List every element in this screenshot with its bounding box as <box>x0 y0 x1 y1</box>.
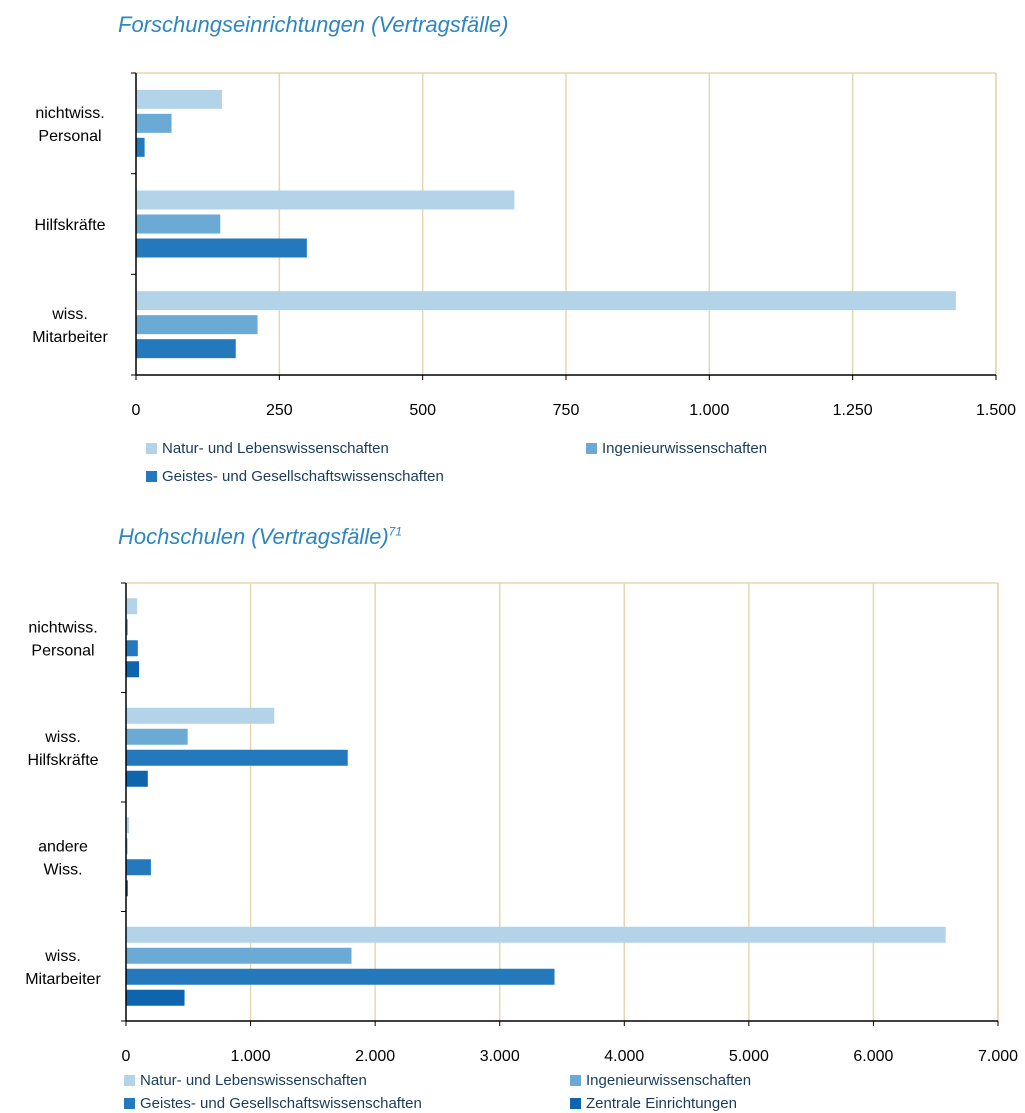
chart1-category-label: Personal <box>38 128 101 145</box>
chart2-category-label: nichtwiss. <box>28 619 97 636</box>
chart1-legend-label: Natur- und Lebenswissenschaften <box>162 440 389 457</box>
chart2-bar <box>126 859 151 876</box>
chart1-category-label: Mitarbeiter <box>32 329 108 346</box>
chart1-x-tick-label: 750 <box>553 402 580 419</box>
chart1-title: Forschungseinrichtungen (Vertragsfälle) <box>118 12 509 37</box>
chart1-bar <box>136 291 956 311</box>
chart2-x-tick-label: 2.000 <box>355 1048 395 1065</box>
chart1-x-tick-label: 0 <box>132 402 141 419</box>
chart2-bar <box>126 926 946 943</box>
chart2-category-label: wiss. <box>44 729 81 746</box>
chart2-x-tick-label: 5.000 <box>729 1048 769 1065</box>
chart1-category-label: Hilfskräfte <box>34 217 105 234</box>
chart2-bar <box>126 817 130 834</box>
chart1-legend-label: Ingenieurwissenschaften <box>602 440 768 457</box>
chart2-category-label: Mitarbeiter <box>25 971 101 988</box>
chart1-x-tick-label: 1.000 <box>689 402 729 419</box>
chart2-x-tick-label: 3.000 <box>480 1048 520 1065</box>
chart1-category-label: wiss. <box>51 306 88 323</box>
chart2-bar <box>126 598 138 615</box>
chart2-legend-swatch <box>124 1075 135 1086</box>
chart2-legend-item: Ingenieurwissenschaften <box>570 1072 751 1089</box>
chart2-x-tick-label: 1.000 <box>231 1048 271 1065</box>
chart2-bar <box>126 728 188 745</box>
chart2-bar <box>126 880 128 897</box>
chart2-legend-item: Natur- und Lebenswissenschaften <box>124 1072 367 1089</box>
chart2-category-label: Wiss. <box>43 861 82 878</box>
chart2-bar <box>126 968 555 985</box>
chart2-legend-item: Zentrale Einrichtungen <box>570 1095 737 1112</box>
chart1-bar <box>136 113 172 133</box>
chart2-legend-label: Zentrale Einrichtungen <box>586 1095 737 1112</box>
chart1-bar <box>136 315 258 335</box>
chart2-bar <box>126 707 275 724</box>
chart1-legend-item: Geistes- und Gesellschaftswissenschaften <box>146 468 444 485</box>
chart2-bar <box>126 989 185 1006</box>
chart1-legend-swatch <box>586 443 597 454</box>
chart2-bar <box>126 640 138 657</box>
chart2-legend-label: Natur- und Lebenswissenschaften <box>140 1072 367 1089</box>
chart2-bar <box>126 749 348 766</box>
chart1-x-tick-label: 500 <box>409 402 436 419</box>
chart2-x-tick-label: 7.000 <box>978 1048 1018 1065</box>
chart1-legend-swatch <box>146 471 157 482</box>
chart1-bar <box>136 137 145 157</box>
chart2-title: Hochschulen (Vertragsfälle)71 <box>118 524 402 549</box>
chart1-bar <box>136 238 307 258</box>
chart2-category-label: Hilfskräfte <box>27 752 98 769</box>
chart2-bar <box>126 661 140 678</box>
chart2-bar <box>126 770 148 787</box>
chart1-category-label: nichtwiss. <box>35 105 104 122</box>
chart2-legend-label: Geistes- und Gesellschaftswissenschaften <box>140 1095 422 1112</box>
chart2-x-tick-label: 0 <box>122 1048 131 1065</box>
chart2-x-tick-label: 4.000 <box>604 1048 644 1065</box>
chart1-x-tick-label: 1.500 <box>976 402 1016 419</box>
chart1-legend-item: Natur- und Lebenswissenschaften <box>146 440 389 457</box>
chart2-legend-swatch <box>570 1075 581 1086</box>
chart2-legend-item: Geistes- und Gesellschaftswissenschaften <box>124 1095 422 1112</box>
chart1-legend-item: Ingenieurwissenschaften <box>586 440 767 457</box>
chart1-legend-swatch <box>146 443 157 454</box>
chart1-legend-label: Geistes- und Gesellschaftswissenschaften <box>162 468 444 485</box>
chart2-bar <box>126 947 352 964</box>
chart1-x-tick-label: 1.250 <box>833 402 873 419</box>
chart1-x-tick-label: 250 <box>266 402 293 419</box>
chart1-bar <box>136 214 221 234</box>
chart2-legend-swatch <box>124 1098 135 1109</box>
chart2-category-label: andere <box>38 838 88 855</box>
chart2-x-tick-label: 6.000 <box>853 1048 893 1065</box>
chart2-category-label: wiss. <box>44 948 81 965</box>
chart1-bar <box>136 89 222 109</box>
chart2-bar <box>126 619 128 636</box>
chart2-legend-swatch <box>570 1098 581 1109</box>
chart2-category-label: Personal <box>31 642 94 659</box>
chart2-legend-label: Ingenieurwissenschaften <box>586 1072 752 1089</box>
chart1-bar <box>136 190 515 210</box>
chart1-bar <box>136 339 236 359</box>
